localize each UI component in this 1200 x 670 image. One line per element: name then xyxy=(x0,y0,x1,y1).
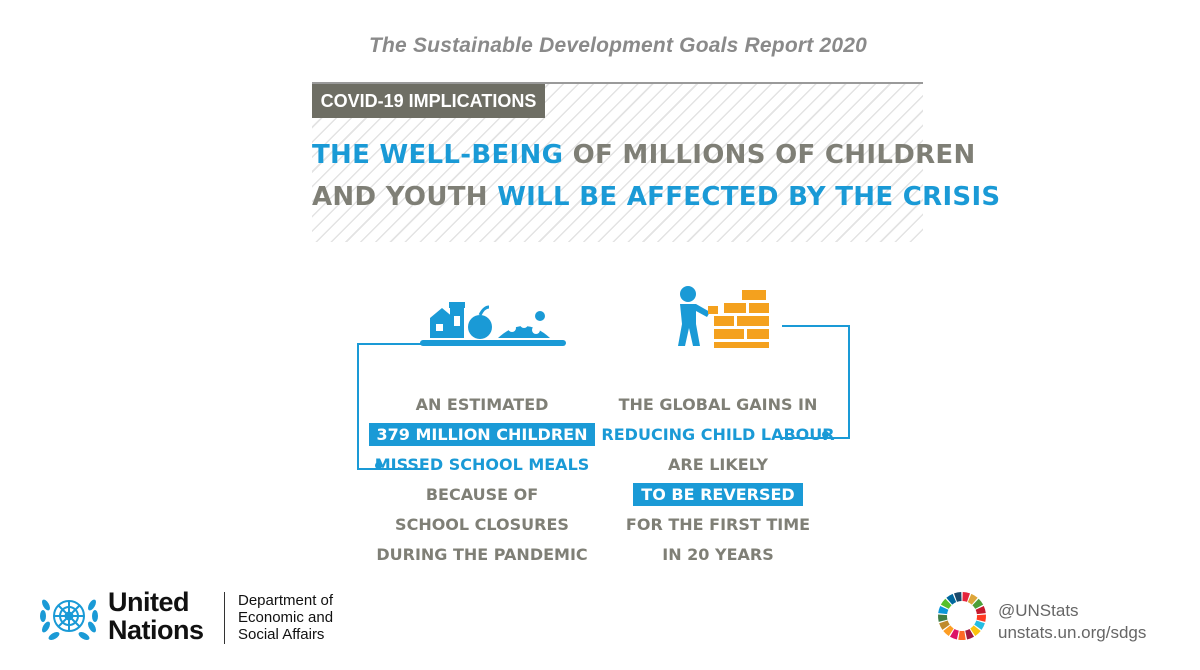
un-wordmark-line: United xyxy=(108,587,189,617)
school-meal-icon xyxy=(420,302,566,346)
sdg-wheel-segment xyxy=(940,598,952,609)
sdg-wheel-segment xyxy=(954,592,962,602)
stat-line: IN 20 YEARS xyxy=(662,545,774,564)
stat-line: MISSED SCHOOL MEALS xyxy=(374,455,590,474)
left-connector xyxy=(357,343,422,470)
headline-text: AND YOUTH xyxy=(312,182,498,212)
sdg-wheel-segment xyxy=(939,620,950,630)
sdg-wheel-icon xyxy=(938,592,986,640)
un-wordmark: United Nations xyxy=(108,588,204,644)
desa-name: Department of Economic and Social Affair… xyxy=(238,592,333,643)
stat-line: 379 MILLION CHILDREN xyxy=(362,422,602,448)
un-emblem-icon xyxy=(40,599,98,640)
desa-line: Department of xyxy=(238,592,334,609)
unstats-handle: @UNStats unstats.un.org/sdgs xyxy=(998,600,1146,644)
headline-line-2: AND YOUTH WILL BE AFFECTED BY THE CRISIS xyxy=(312,182,1000,212)
stat-line: FOR THE FIRST TIME xyxy=(625,515,811,534)
sdg-wheel-segment xyxy=(943,625,954,637)
covid-implications-tag: COVID-19 IMPLICATIONS xyxy=(312,84,545,118)
sdg-wheel-segment xyxy=(962,592,970,602)
stat-line: ARE LIKELY xyxy=(668,455,768,474)
sdg-wheel-segment xyxy=(965,628,975,640)
stat-highlight: TO BE REVERSED xyxy=(633,483,803,506)
headline-text: OF MILLIONS OF CHILDREN xyxy=(563,140,976,170)
sdg-wheel-segment xyxy=(949,628,959,640)
stat-line: TO BE REVERSED xyxy=(598,482,838,508)
footer-divider xyxy=(224,592,225,644)
stat-highlight: 379 MILLION CHILDREN xyxy=(368,423,596,446)
un-wordmark-line: Nations xyxy=(108,615,204,645)
headline-highlight: THE WELL-BEING xyxy=(312,140,564,170)
right-connector xyxy=(782,325,850,439)
sdg-wheel-segment xyxy=(972,598,984,609)
sdg-wheel-segment xyxy=(975,605,986,615)
report-title: The Sustainable Development Goals Report… xyxy=(369,34,867,57)
sdg-wheel-segment xyxy=(958,630,966,640)
stat-line: THE GLOBAL GAINS IN xyxy=(618,395,818,414)
sdg-wheel-segment xyxy=(938,614,948,622)
stat-line: REDUCING CHILD LABOUR xyxy=(601,425,835,444)
stat-line: DURING THE PANDEMIC xyxy=(376,545,588,564)
child-labour-icon xyxy=(678,286,769,348)
headline-line-1: THE WELL-BEING OF MILLIONS OF CHILDREN xyxy=(312,140,975,170)
stat-line: AN ESTIMATED xyxy=(415,395,549,414)
desa-line: Economic and xyxy=(238,609,334,626)
sdg-wheel-segment xyxy=(970,625,981,637)
sdg-wheel-segment xyxy=(938,605,949,615)
sdg-wheel-segment xyxy=(967,593,978,605)
stat-line: BECAUSE OF xyxy=(425,485,539,504)
headline-highlight: WILL BE AFFECTED BY THE CRISIS xyxy=(497,182,1001,212)
sdg-wheel-segment xyxy=(946,593,957,605)
twitter-handle[interactable]: @UNStats xyxy=(998,601,1079,620)
sdg-wheel-segment xyxy=(976,614,986,622)
right-connector-dot xyxy=(822,431,829,438)
left-connector-dot xyxy=(375,462,382,469)
stat-line: SCHOOL CLOSURES xyxy=(395,515,569,534)
sdg-wheel-segment xyxy=(974,620,985,630)
sdg-url-link[interactable]: unstats.un.org/sdgs xyxy=(998,623,1147,642)
desa-line: Social Affairs xyxy=(238,626,325,643)
